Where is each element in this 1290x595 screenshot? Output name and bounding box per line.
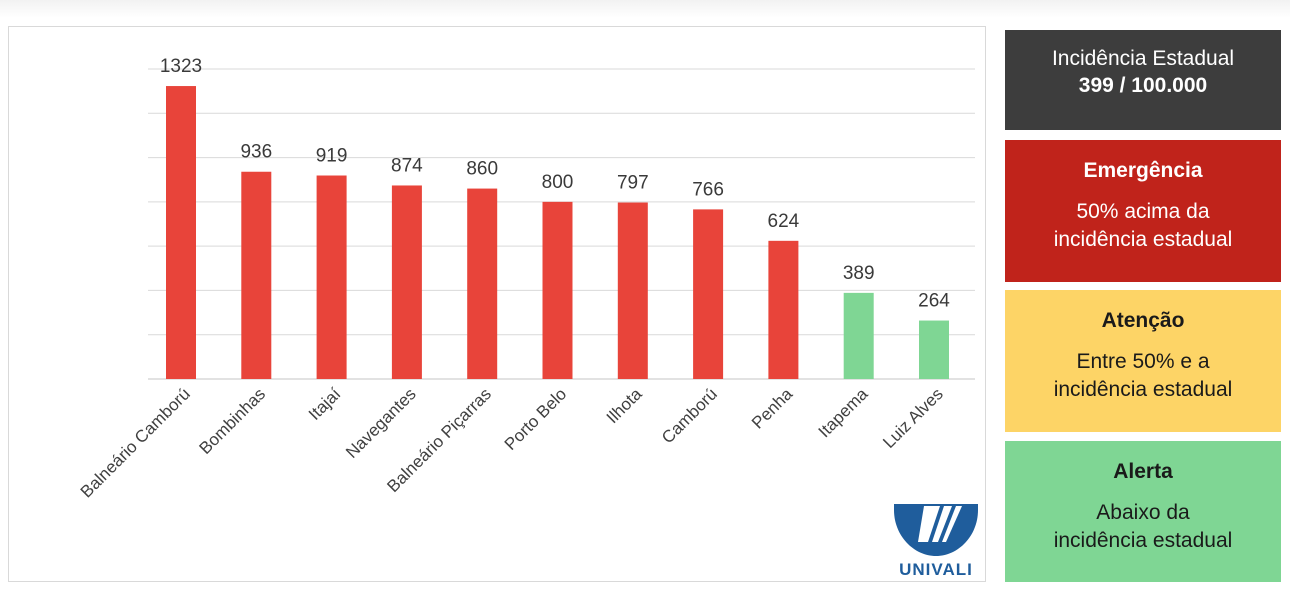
bar-7 xyxy=(617,202,648,379)
bar-10 xyxy=(843,292,874,379)
category-label: Balneário Camború xyxy=(77,384,194,501)
bar-value-label: 766 xyxy=(692,179,724,200)
bar-11 xyxy=(919,320,949,379)
category-label: Itapema xyxy=(815,384,872,441)
univali-logo: UNIVALI xyxy=(888,500,984,580)
legend-attention-desc-1: Entre 50% e a xyxy=(1076,350,1210,373)
bar-2 xyxy=(241,171,272,379)
bar-6 xyxy=(542,201,573,379)
legend-emergency-title: Emergência xyxy=(1083,159,1203,182)
legend-alert-desc-1: Abaixo da xyxy=(1096,501,1190,524)
gridlines xyxy=(148,68,975,380)
bar-3 xyxy=(316,175,347,379)
bar-value-label: 797 xyxy=(617,173,649,194)
bar-value-label: 860 xyxy=(466,159,498,180)
bars xyxy=(166,86,949,380)
univali-logo-icon xyxy=(894,504,978,556)
univali-logo-text: UNIVALI xyxy=(899,560,973,579)
legend-emergency-desc-1: 50% acima da xyxy=(1076,200,1210,223)
category-label: Bombinhas xyxy=(196,384,270,458)
bar-value-label: 936 xyxy=(240,142,272,163)
background-strip xyxy=(0,0,1290,18)
bar-9 xyxy=(768,240,799,379)
bar-value-label: 919 xyxy=(316,146,348,167)
bar-8 xyxy=(693,209,724,379)
bar-value-label: 874 xyxy=(391,155,423,176)
legend-alert-title: Alerta xyxy=(1113,460,1173,483)
legend-emergency: Emergência 50% acima da incidência estad… xyxy=(1005,140,1281,282)
category-label: Luiz Alves xyxy=(879,384,947,452)
legend-emergency-desc-2: incidência estadual xyxy=(1053,228,1233,251)
category-label: Ilhota xyxy=(603,384,646,427)
category-labels: Balneário Camború Bombinhas ItajaíNavegant… xyxy=(77,384,947,501)
category-label: Penha xyxy=(748,384,797,433)
legend-state-title: Incidência Estadual xyxy=(1051,47,1235,70)
bar-value-labels: 1323 936 919 874 860 800 797 766 624 389 264 xyxy=(160,56,950,311)
bar-value-label: 800 xyxy=(542,172,574,193)
category-label: Porto Belo xyxy=(501,384,571,454)
bar-1 xyxy=(166,86,196,380)
legend-attention: Atenção Entre 50% e a incidência estadua… xyxy=(1005,290,1281,432)
legend-alert: Alerta Abaixo da incidência estadual xyxy=(1005,441,1281,582)
legend-alert-desc-2: incidência estadual xyxy=(1053,529,1233,552)
category-label: Navegantes xyxy=(342,384,420,462)
legend-attention-desc-2: incidência estadual xyxy=(1053,378,1233,401)
legend-state-value: 399 / 100.000 xyxy=(1078,74,1208,97)
bar-4 xyxy=(391,185,422,379)
bar-5 xyxy=(467,188,498,379)
legend-state-incidence: Incidência Estadual 399 / 100.000 xyxy=(1005,30,1281,130)
bar-value-label: 264 xyxy=(918,291,950,312)
category-label: Itajaí xyxy=(305,384,345,424)
legend-attention-title: Atenção xyxy=(1101,309,1185,332)
category-label: Camború xyxy=(658,384,721,447)
bar-value-label: 389 xyxy=(843,263,875,284)
bar-value-label: 1323 xyxy=(160,56,202,77)
bar-value-label: 624 xyxy=(768,211,800,232)
